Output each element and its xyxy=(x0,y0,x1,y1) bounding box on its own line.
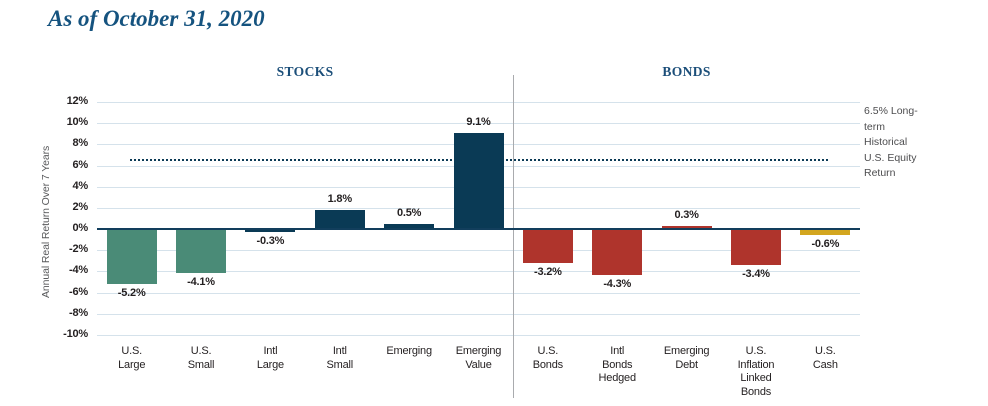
zero-axis-line xyxy=(97,228,860,231)
gridline xyxy=(97,271,860,273)
x-axis-label: Emerging Debt xyxy=(652,345,721,372)
x-axis-label-line: Bonds xyxy=(740,385,772,398)
bar-us-cash xyxy=(800,229,851,236)
bar-us-bonds xyxy=(522,229,573,263)
x-axis-label-line: Emerging xyxy=(663,345,710,357)
x-axis-label-line: Emerging xyxy=(386,345,432,357)
x-axis-label-line: Large xyxy=(256,358,284,371)
bar-emerging-debt xyxy=(661,225,712,230)
x-axis-label-line: Emerging xyxy=(455,345,502,357)
x-axis-label-line: U.S. xyxy=(537,345,559,357)
bar-us-inflation-linked-bonds xyxy=(730,229,781,266)
y-tick-label: 12% xyxy=(66,95,89,107)
bar-value-label: 0.5% xyxy=(396,206,422,219)
x-axis-label-line: Small xyxy=(187,358,215,371)
x-axis-label: Emerging Value xyxy=(444,345,513,372)
x-axis-label-line: Debt xyxy=(675,358,698,371)
x-axis-label: U.S. Cash xyxy=(791,345,860,372)
x-axis-label-line: U.S. xyxy=(815,345,836,357)
bar-intl-bonds-hedged xyxy=(592,229,643,275)
bar-value-label: -3.4% xyxy=(742,268,770,281)
x-axis-label-line: Intl xyxy=(610,345,625,357)
y-tick-label: 6% xyxy=(72,158,89,171)
bar-value-label: 0.3% xyxy=(674,208,699,221)
x-axis-label: U.S. Bonds xyxy=(513,345,582,372)
bar-intl-large xyxy=(245,229,296,233)
x-axis-label-line: Linked xyxy=(740,372,772,384)
y-tick-label: -2% xyxy=(69,243,88,256)
x-axis-label: Intl Large xyxy=(236,345,305,372)
x-axis-label-line: Intl xyxy=(332,345,347,357)
x-axis-label-line: Bonds xyxy=(532,358,563,371)
x-axis-label: Emerging xyxy=(374,345,443,359)
bar-us-large xyxy=(106,229,157,285)
gridline xyxy=(97,102,860,103)
bar-emerging xyxy=(384,223,435,230)
y-tick-label: -4% xyxy=(69,264,88,277)
y-tick-label: 4% xyxy=(72,179,89,192)
y-tick-label: 8% xyxy=(72,137,89,150)
x-axis-label-line: U.S. xyxy=(745,345,767,357)
x-axis-label-line: Hedged xyxy=(598,372,637,384)
bar-value-label: -0.6% xyxy=(811,238,840,251)
y-tick-label: -10% xyxy=(63,328,88,340)
page-title: As of October 31, 2020 xyxy=(48,6,265,31)
bar-value-label: 9.1% xyxy=(466,115,491,128)
x-axis-label: Intl Small xyxy=(305,345,374,372)
reference-line-label: 6.5% Long-term Historical U.S. Equity Re… xyxy=(864,105,918,179)
gridline xyxy=(97,123,860,125)
y-tick-label: 2% xyxy=(72,200,89,213)
bar-value-label: -4.1% xyxy=(187,275,215,288)
gridline xyxy=(97,292,860,294)
x-axis-label: Intl Bonds Hedged xyxy=(583,345,652,386)
x-axis-label-line: Intl xyxy=(263,345,278,357)
y-tick-label: 10% xyxy=(66,116,89,129)
x-axis-label-line: U.S. xyxy=(121,345,142,357)
x-axis-label: U.S. Inflation Linked Bonds xyxy=(721,345,790,399)
y-tick-label: -6% xyxy=(69,285,88,298)
section-divider xyxy=(513,75,515,398)
section-header-bonds: BONDS xyxy=(662,64,711,79)
y-tick-label: -8% xyxy=(69,306,88,319)
bar-emerging-value xyxy=(453,132,504,230)
x-axis-label-line: Bonds xyxy=(602,358,633,371)
section-header-stocks: STOCKS xyxy=(276,64,334,79)
x-axis-label-line: Small xyxy=(326,358,354,371)
bar-value-label: -4.3% xyxy=(603,277,632,290)
y-tick-label: 0% xyxy=(72,222,89,235)
gridline xyxy=(97,313,860,315)
x-axis-label-line: U.S. xyxy=(190,345,212,357)
x-axis-label-line: Value xyxy=(465,358,492,371)
bar-value-label: -0.3% xyxy=(256,235,285,248)
gridline xyxy=(97,250,860,252)
bar-value-label: -5.2% xyxy=(117,287,146,300)
x-axis-label-line: Large xyxy=(118,358,146,371)
bar-intl-small xyxy=(314,210,365,230)
x-axis-label: U.S. Small xyxy=(166,345,235,372)
bar-us-small xyxy=(176,229,227,273)
bar-value-label: 1.8% xyxy=(327,193,352,206)
x-axis-label: U.S. Large xyxy=(97,345,166,372)
bar-value-label: -3.2% xyxy=(533,265,562,278)
x-axis-label-line: Inflation xyxy=(737,358,775,371)
gridline xyxy=(97,335,860,336)
x-axis-label-line: Cash xyxy=(812,358,838,371)
